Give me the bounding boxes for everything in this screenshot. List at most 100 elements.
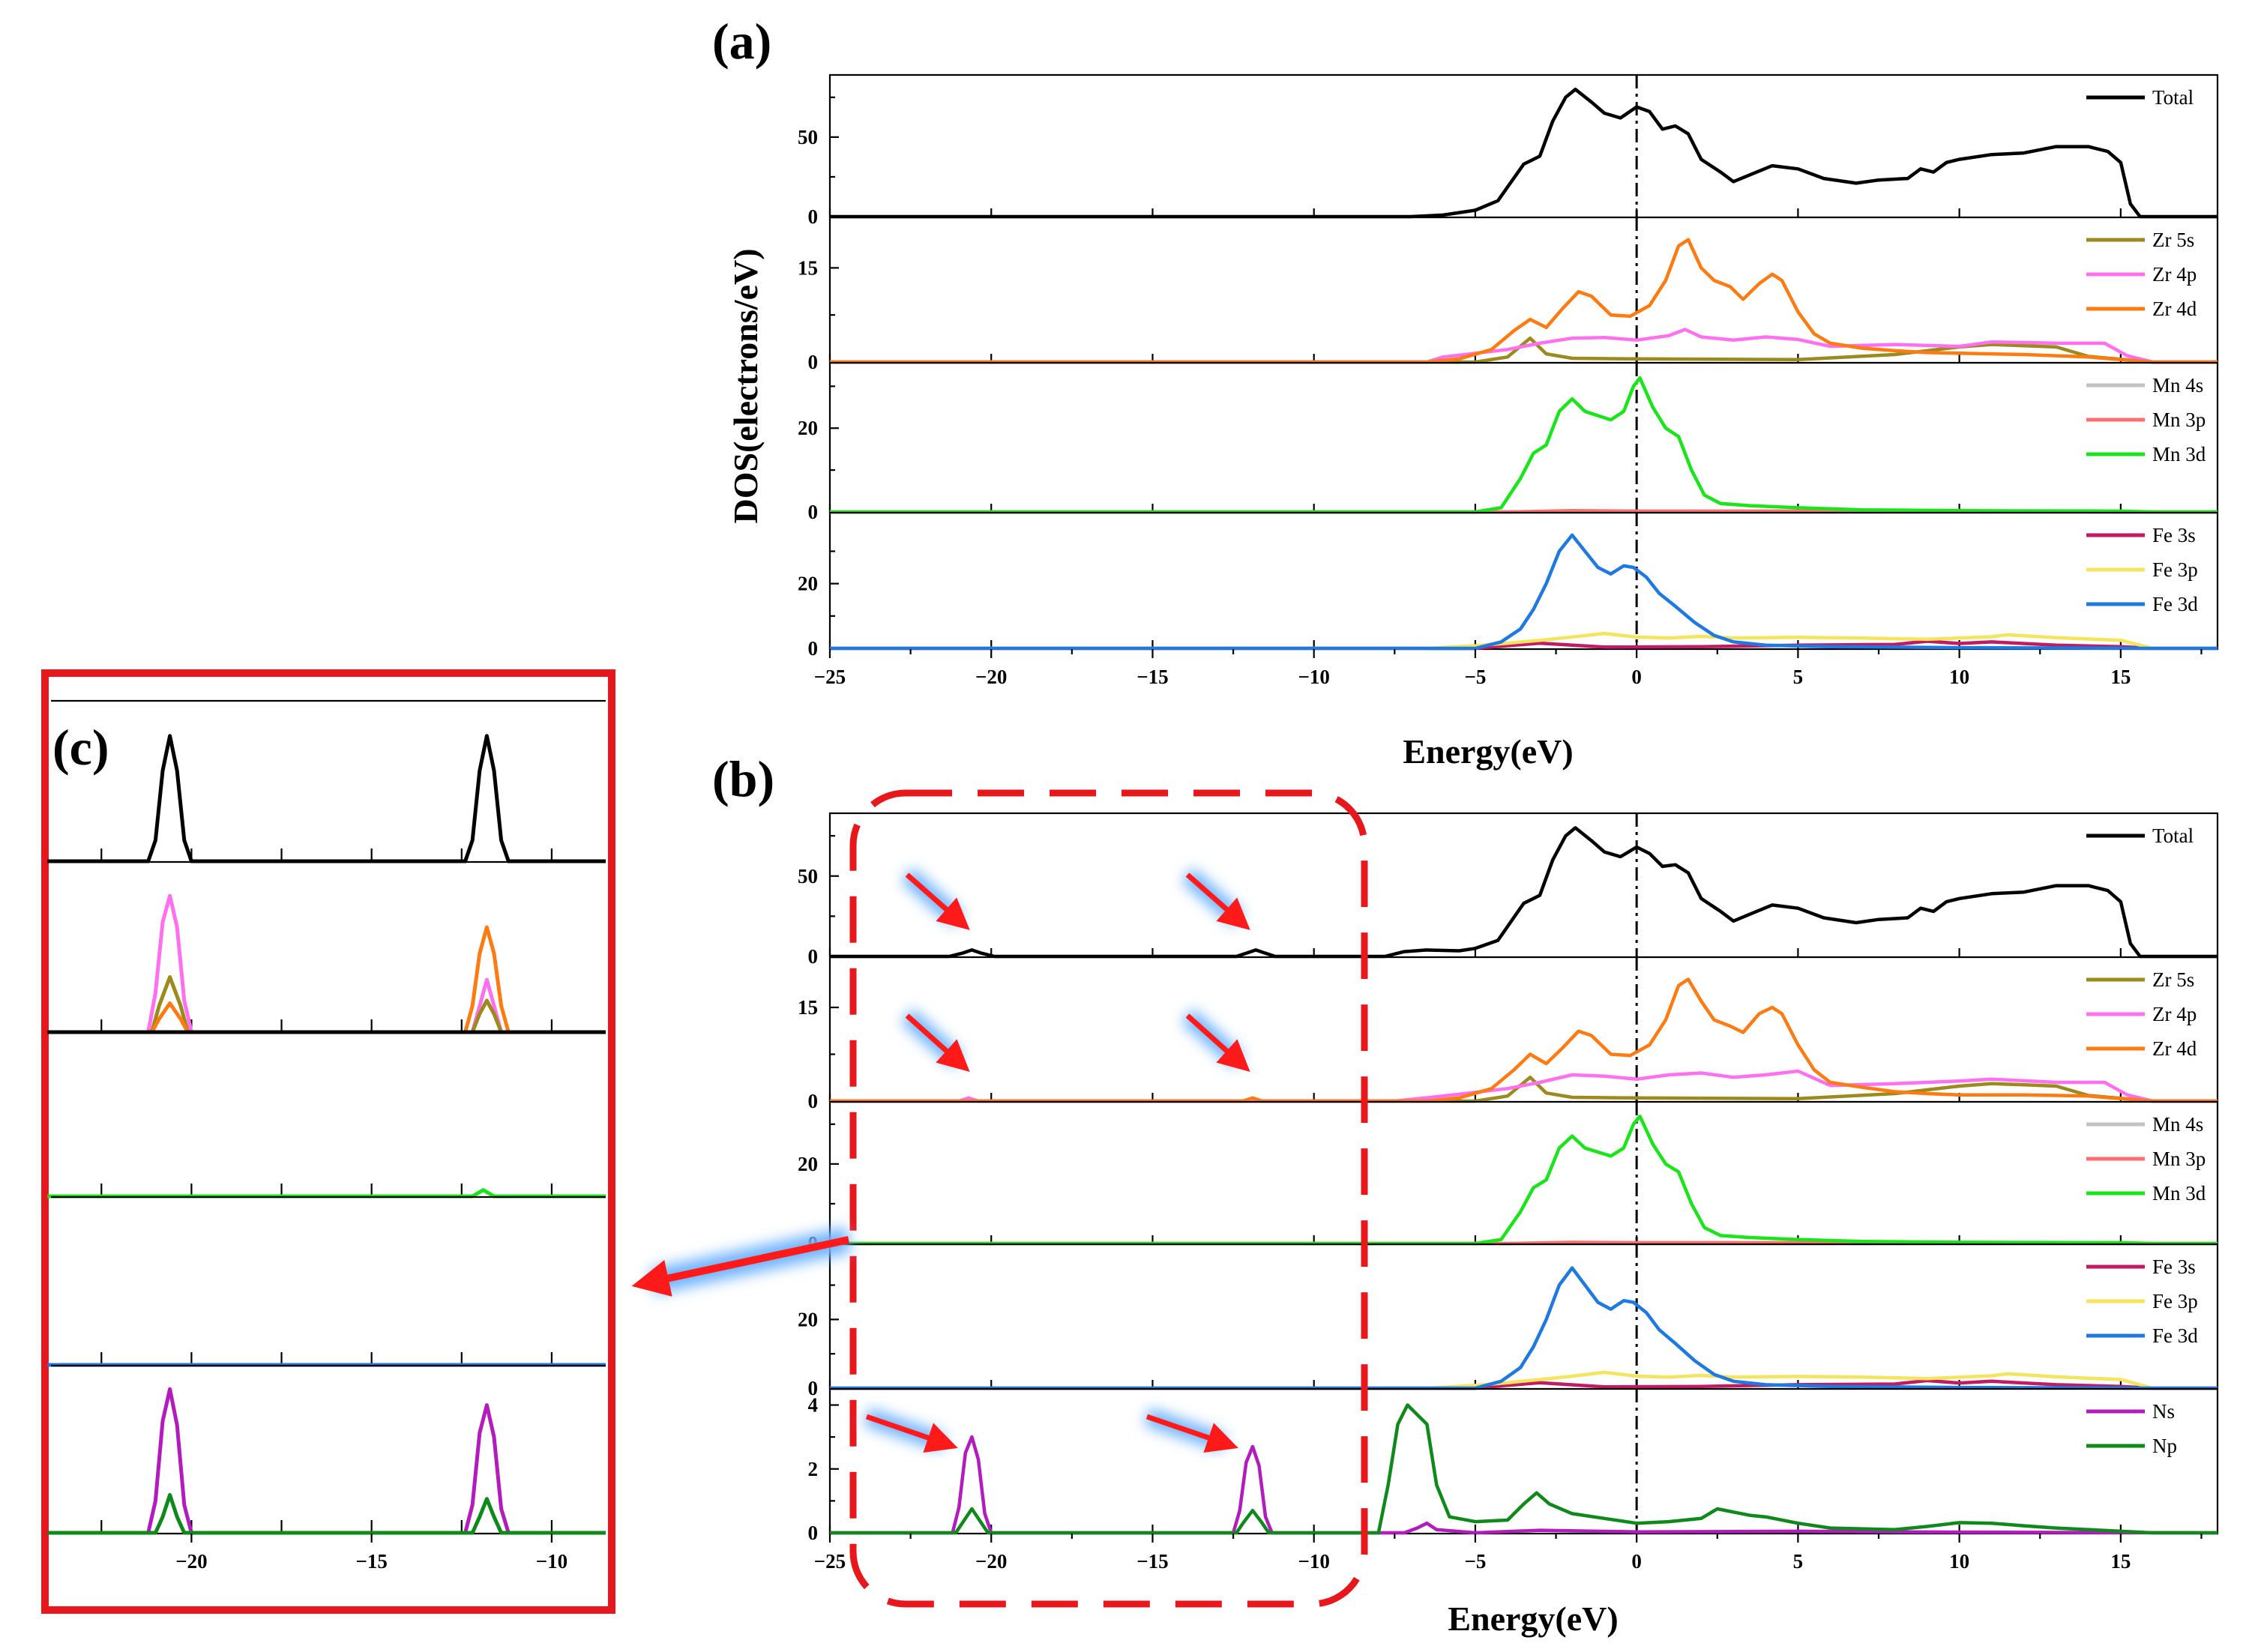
arrow-zr-1	[905, 1013, 970, 1073]
highlight-region	[849, 789, 1368, 1608]
x-tick-label: −10	[1298, 666, 1330, 688]
y-tick-label: 20	[798, 1153, 818, 1175]
x-tick-label: 5	[1793, 666, 1804, 688]
y-tick-label: 20	[798, 573, 818, 595]
legend-label: Mn 4s	[2152, 1113, 2203, 1136]
y-tick-label: 0	[808, 1377, 819, 1399]
arrow-total-1	[905, 872, 970, 930]
x-tick-label: −15	[355, 1550, 387, 1573]
legend-label: Fe 3d	[2152, 593, 2198, 615]
annotation-arrows	[631, 868, 1250, 1453]
plot-frame-b	[828, 812, 2219, 1535]
legend-label: Zr 4d	[2152, 1037, 2197, 1060]
legend-label: Mn 4s	[2152, 374, 2203, 397]
series-line-mn-3d	[830, 1114, 2218, 1246]
x-tick-label: −20	[175, 1550, 207, 1573]
y-tick-label: 20	[798, 1308, 818, 1330]
y-tick-label: 0	[808, 205, 819, 228]
series-line-total	[830, 87, 2218, 219]
x-tick-label: 5	[1793, 1550, 1804, 1573]
y-tick-label: 15	[798, 256, 818, 279]
arrow-zr-2	[1185, 1013, 1250, 1073]
y-tick-label: 0	[808, 637, 819, 660]
x-tick-label: −15	[1136, 1550, 1168, 1573]
x-tick-label: −25	[814, 666, 846, 688]
x-tick-label: 15	[2110, 1550, 2131, 1573]
panel-label-b: (b)	[712, 750, 774, 807]
x-tick-label: −25	[814, 1550, 846, 1573]
series-line-fe-3p	[830, 1370, 2218, 1390]
y-tick-label: 0	[808, 1522, 819, 1544]
y-tick-label: 0	[808, 945, 819, 968]
legend-label: Fe 3p	[2152, 1290, 2198, 1312]
inset-frame	[41, 669, 615, 1614]
arrow-n-2	[1145, 1414, 1238, 1453]
legend-label: Fe 3s	[2152, 524, 2196, 546]
x-axis-label-b: Energy(eV)	[1448, 1600, 1618, 1638]
y-tick-label: 15	[798, 996, 818, 1019]
x-tick-label: 10	[1949, 1550, 1969, 1573]
series-line-np	[47, 1492, 606, 1535]
series-line-fe-3s	[830, 639, 2218, 651]
series-line-fe-3d	[830, 533, 2218, 651]
series-line-zr-4d	[830, 977, 2218, 1103]
legend-label: Fe 3d	[2152, 1324, 2198, 1347]
x-tick-label: −15	[1136, 666, 1168, 688]
y-tick-label: 0	[808, 501, 819, 523]
series-line-mn-3d	[47, 1188, 606, 1199]
series-line-np	[830, 1403, 2218, 1535]
x-tick-label: −10	[536, 1550, 567, 1573]
legend-label: Mn 3p	[2152, 409, 2206, 431]
chart-c: −20 −15 −10	[47, 699, 606, 1573]
y-tick-label: 20	[798, 417, 818, 439]
panel-label-a: (a)	[712, 13, 771, 70]
series-line-zr-4p	[830, 1069, 2218, 1103]
panel-label-c: (c)	[52, 719, 109, 776]
legend-label: Zr 4d	[2152, 298, 2197, 320]
series-line-zr-4d	[830, 238, 2218, 364]
series-line-zr-4d	[47, 925, 606, 1034]
x-tick-label: −5	[1464, 666, 1486, 688]
legend-label: Fe 3s	[2152, 1255, 2196, 1278]
x-axis-label-a: Energy(eV)	[1403, 732, 1573, 771]
legend-label: Ns	[2152, 1400, 2175, 1423]
legend-label: Zr 4p	[2152, 1003, 2197, 1025]
y-tick-label: 4	[808, 1394, 819, 1417]
series-line-ns	[47, 1387, 606, 1535]
series-line-ns	[830, 1435, 2218, 1535]
series-line-zr-5s	[47, 975, 606, 1034]
x-tick-label: 15	[2110, 666, 2131, 688]
series-line-zr-4p	[830, 328, 2218, 364]
series-line-fe-3s	[830, 1378, 2218, 1390]
x-tick-label: 10	[1949, 666, 1969, 688]
legend-label: Zr 5s	[2152, 968, 2194, 991]
y-tick-label: 50	[798, 865, 818, 887]
arrow-n-1	[865, 1414, 958, 1453]
x-tick-label: −20	[975, 666, 1007, 688]
y-tick-label: 0	[808, 1090, 819, 1112]
y-tick-label: 2	[808, 1458, 819, 1480]
y-tick-label: 0	[808, 351, 819, 373]
legend-label: Zr 5s	[2152, 229, 2194, 251]
y-axis-label: DOS(electrons/eV)	[726, 248, 765, 523]
x-tick-label: −20	[975, 1550, 1007, 1573]
series-line-fe-3d	[830, 1266, 2218, 1390]
legend-label: Mn 3d	[2152, 443, 2206, 465]
y-tick-label: 50	[798, 126, 818, 148]
x-tick-label: −10	[1298, 1550, 1330, 1573]
x-tick-label: 0	[1631, 1550, 1642, 1573]
legend-label: Fe 3p	[2152, 558, 2198, 581]
legend-label: Mn 3d	[2152, 1182, 2206, 1205]
x-tick-label: 0	[1631, 666, 1642, 688]
series-line-total	[47, 734, 606, 863]
arrow-total-2	[1185, 872, 1250, 930]
legend-label: Zr 4p	[2152, 263, 2197, 286]
x-tick-label: −5	[1464, 1550, 1486, 1573]
legend-label: Mn 3p	[2152, 1148, 2206, 1170]
series-line-total	[830, 826, 2218, 959]
series-line-zr-4p	[47, 893, 606, 1034]
legend-label: Total	[2152, 825, 2194, 847]
legend-label: Total	[2152, 86, 2194, 109]
